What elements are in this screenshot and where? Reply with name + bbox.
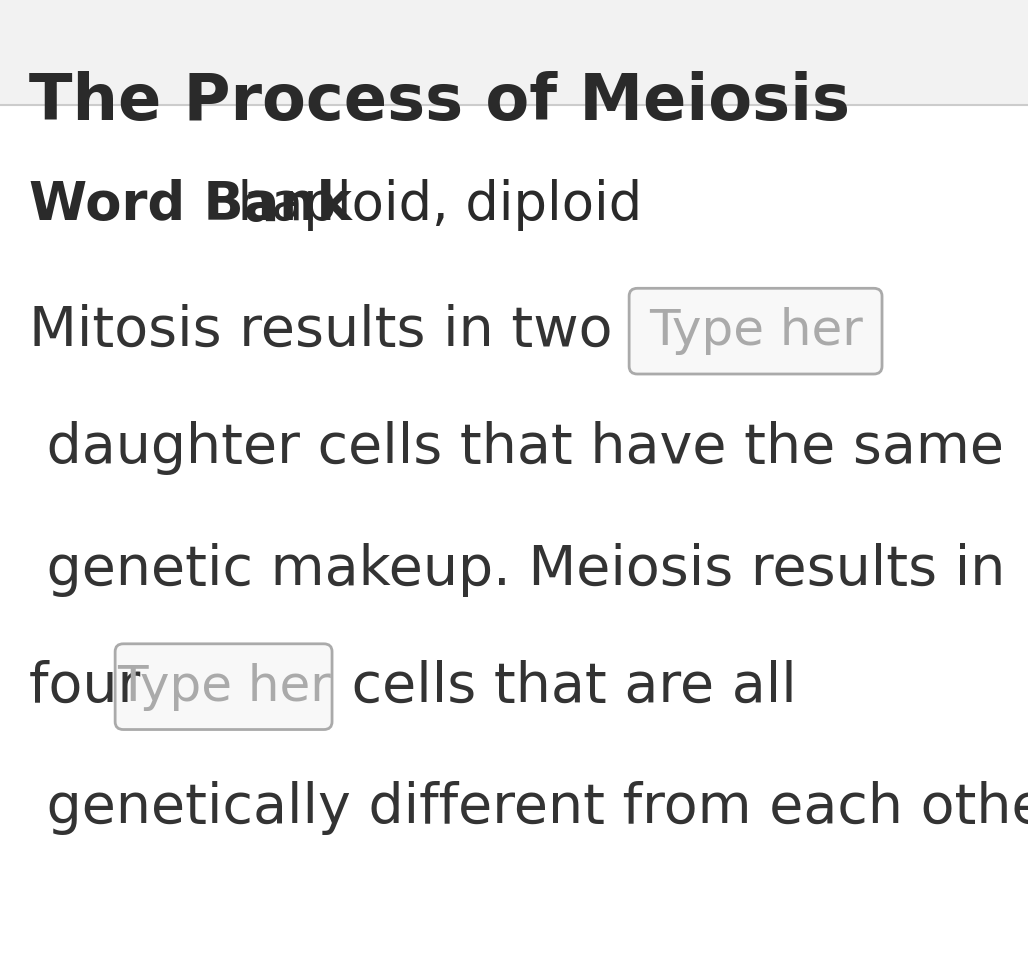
Bar (0, 0, 1028, 105)
Text: Mitosis results in two: Mitosis results in two (29, 304, 630, 358)
Text: daughter cells that have the same: daughter cells that have the same (29, 421, 1003, 475)
FancyBboxPatch shape (629, 288, 882, 374)
Text: genetic makeup. Meiosis results in: genetic makeup. Meiosis results in (29, 543, 1005, 597)
Text: cells that are all: cells that are all (334, 659, 797, 714)
Text: Type her: Type her (649, 307, 862, 356)
Text: Type her: Type her (116, 662, 331, 711)
FancyBboxPatch shape (115, 644, 332, 730)
Text: Word Bank: Word Bank (29, 178, 352, 231)
Text: genetically different from each other.: genetically different from each other. (29, 781, 1028, 836)
Text: haploid, diploid: haploid, diploid (221, 178, 642, 231)
Text: four: four (29, 659, 157, 714)
Text: The Process of Meiosis: The Process of Meiosis (29, 71, 850, 133)
